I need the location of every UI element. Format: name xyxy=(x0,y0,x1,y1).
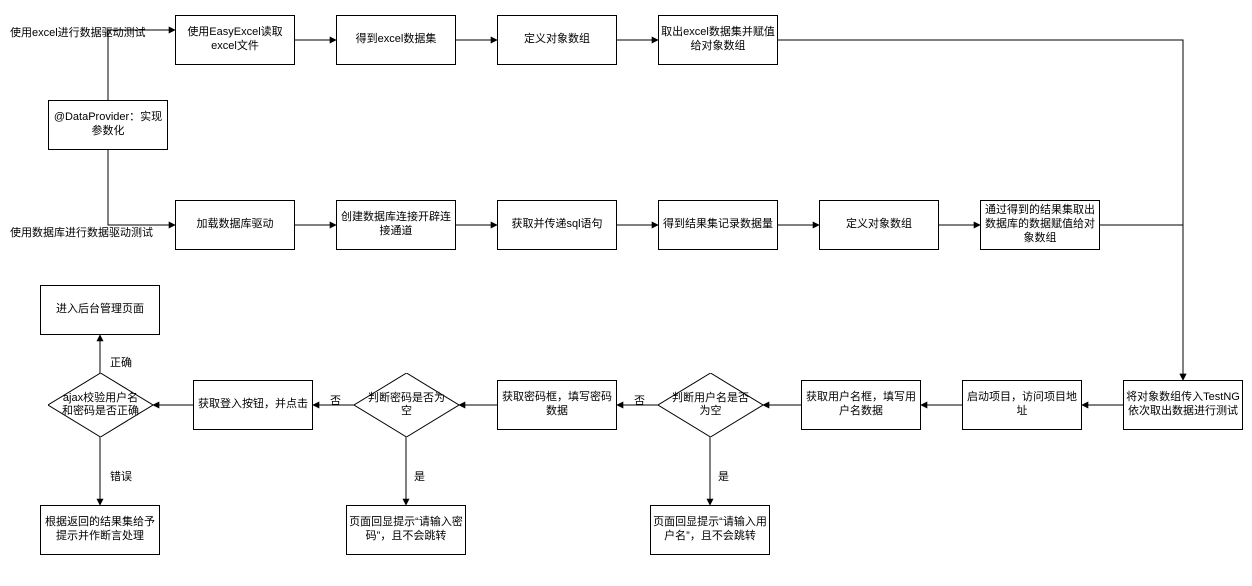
node-label-n_startProj: 启动项目，访问项目地址 xyxy=(965,391,1079,419)
node-label-n_count: 得到结果集记录数据量 xyxy=(663,218,773,232)
edge-label-l_err: 错误 xyxy=(110,468,132,484)
node-label-n_loadDrv: 加载数据库驱动 xyxy=(197,218,274,232)
node-n_loadDrv: 加载数据库驱动 xyxy=(175,200,295,250)
edge-label-l_yes1: 是 xyxy=(718,468,729,484)
node-label-n_assertRes: 根据返回的结果集给予提示并作断言处理 xyxy=(43,516,157,544)
node-d_userEmpty: 判断用户名是否为空 xyxy=(658,373,763,437)
edge-1 xyxy=(108,150,175,225)
node-label-n_pwdTip: 页面回显提示“请输入密码”，且不会跳转 xyxy=(349,516,463,544)
node-n_defArr1: 定义对象数组 xyxy=(497,15,617,65)
edge-label-l_ok: 正确 xyxy=(110,354,132,370)
node-n_adminPage: 进入后台管理页面 xyxy=(40,285,160,335)
node-label-n_assign2: 通过得到的结果集取出数据库的数据赋值给对象数组 xyxy=(983,204,1097,245)
node-n_startProj: 启动项目，访问项目地址 xyxy=(962,380,1082,430)
node-label-n_adminPage: 进入后台管理页面 xyxy=(56,303,144,317)
node-label-n_assign1: 取出excel数据集并赋值给对象数组 xyxy=(661,26,775,54)
node-d_pwdEmpty: 判断密码是否为空 xyxy=(354,373,459,437)
node-label-n_clickLogin: 获取登入按钮，并点击 xyxy=(198,398,308,412)
node-n_getPwd: 获取密码框，填写密码数据 xyxy=(497,380,617,430)
node-n_passTestNG: 将对象数组传入TestNG依次取出数据进行测试 xyxy=(1123,380,1243,430)
node-n_assertRes: 根据返回的结果集给予提示并作断言处理 xyxy=(40,505,160,555)
label-excelLabel: 使用excel进行数据驱动测试 xyxy=(10,24,146,40)
node-label-n_defArr1: 定义对象数组 xyxy=(524,33,590,47)
node-label-n_readExcel: 使用EasyExcel读取excel文件 xyxy=(178,26,292,54)
node-label-n_excelSet: 得到excel数据集 xyxy=(356,33,437,47)
node-n_defArr2: 定义对象数组 xyxy=(819,200,939,250)
edge-11 xyxy=(1100,225,1183,380)
node-label-n_getUser: 获取用户名框，填写用户名数据 xyxy=(804,391,918,419)
node-n_clickLogin: 获取登入按钮，并点击 xyxy=(193,380,313,430)
edges-layer xyxy=(0,0,1252,586)
node-n_sql: 获取并传递sql语句 xyxy=(497,200,617,250)
node-label-n_conn: 创建数据库连接开辟连接通道 xyxy=(339,211,453,239)
node-n_count: 得到结果集记录数据量 xyxy=(658,200,778,250)
edge-label-l_no2: 否 xyxy=(330,392,341,408)
node-n_getUser: 获取用户名框，填写用户名数据 xyxy=(801,380,921,430)
node-n_assign2: 通过得到的结果集取出数据库的数据赋值给对象数组 xyxy=(980,200,1100,250)
node-d_ajax: ajax校验用户名和密码是否正确 xyxy=(48,373,153,437)
node-label-n_defArr2: 定义对象数组 xyxy=(846,218,912,232)
node-label-n_passTestNG: 将对象数组传入TestNG依次取出数据进行测试 xyxy=(1126,391,1240,419)
node-n_dataProv: @DataProvider：实现参数化 xyxy=(48,100,168,150)
edge-label-l_no1: 否 xyxy=(634,392,645,408)
node-label-n_userTip: 页面回显提示“请输入用户名”，且不会跳转 xyxy=(653,516,767,544)
node-n_excelSet: 得到excel数据集 xyxy=(336,15,456,65)
edge-label-l_yes2: 是 xyxy=(414,468,425,484)
node-n_readExcel: 使用EasyExcel读取excel文件 xyxy=(175,15,295,65)
edge-0 xyxy=(108,30,175,100)
node-n_pwdTip: 页面回显提示“请输入密码”，且不会跳转 xyxy=(346,505,466,555)
node-n_userTip: 页面回显提示“请输入用户名”，且不会跳转 xyxy=(650,505,770,555)
node-label-n_getPwd: 获取密码框，填写密码数据 xyxy=(500,391,614,419)
node-n_assign1: 取出excel数据集并赋值给对象数组 xyxy=(658,15,778,65)
label-dbLabel: 使用数据库进行数据驱动测试 xyxy=(10,224,153,240)
node-label-n_dataProv: @DataProvider：实现参数化 xyxy=(51,111,165,139)
node-label-n_sql: 获取并传递sql语句 xyxy=(511,218,602,232)
node-n_conn: 创建数据库连接开辟连接通道 xyxy=(336,200,456,250)
flowchart-canvas: 使用excel进行数据驱动测试 使用EasyExcel读取excel文件 得到exc… xyxy=(0,0,1252,586)
